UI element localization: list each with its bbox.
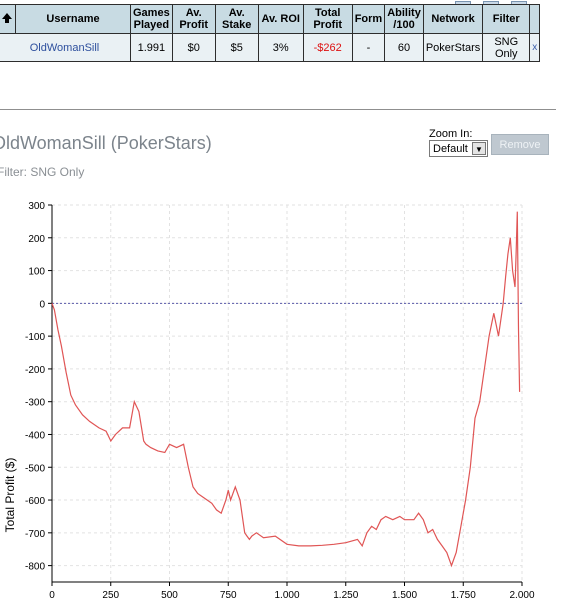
zoom-selected-value: Default [433,142,468,155]
games-played-cell: 1.991 [130,33,173,62]
x-tick-label: 250 [102,590,119,600]
username-cell: OldWomanSill [0,33,131,62]
y-tick-label: -500 [25,463,45,474]
toolbar-icons [455,0,565,4]
y-tick-label: -800 [25,562,45,573]
col-remove [529,4,541,34]
col-games-played[interactable]: Games Played [130,4,173,34]
x-tick-label: 1.000 [274,590,299,600]
filter-label: Filter: SNG Only [0,165,85,179]
network-cell: PokerStars [422,33,484,62]
zoom-select[interactable]: Default ▼ [429,140,488,157]
col-av-profit[interactable]: Av. Profit [171,4,216,34]
ability-cell: 60 [384,33,424,62]
profit-chart: 300 200 100 0 -100 -200 -300 -400 -500 -600 -700 -8… [3,201,535,600]
y-tick-label: 200 [28,234,45,245]
av-roi-cell: 3% [257,33,304,62]
zoom-label: Zoom In: [429,128,473,140]
copy-icon[interactable] [483,1,499,4]
x-tick-label: 2.000 [509,590,534,600]
col-filter[interactable]: Filter [482,4,531,34]
chevron-down-icon: ▼ [472,142,486,155]
filter-cell: SNG Only [482,33,531,62]
x-tick-label: 750 [220,590,237,600]
remove-row-cell: x [529,33,541,62]
col-ability[interactable]: Ability /100 [384,4,424,34]
col-form[interactable]: Form [351,4,386,34]
remove-row-icon[interactable]: x [532,42,538,53]
x-tick-label: 1.250 [333,590,358,600]
col-username[interactable]: Username [15,4,131,34]
y-tick-label: -100 [25,332,45,343]
form-cell: - [351,33,386,62]
table-row: OldWomanSill 1.991 $0 $5 3% -$262 - 60 P… [0,33,541,62]
refresh-icon[interactable] [511,1,527,4]
section-divider [0,109,556,110]
x-tick-label: 500 [161,590,178,600]
page-title: OldWomanSill (PokerStars) [0,133,212,153]
col-av-stake[interactable]: Av. Stake [214,4,259,34]
x-tick-label: 1.750 [451,590,476,600]
y-tick-label: 100 [28,267,45,278]
y-tick-label: 300 [28,201,45,212]
x-tick-label: 0 [49,590,55,600]
series-line-0 [51,211,521,568]
col-av-roi[interactable]: Av. ROI [257,4,304,34]
remove-button[interactable]: Remove [491,134,549,155]
player-stats-table: Username Games Played Av. Profit Av. Sta… [0,4,541,62]
y-tick-label: -600 [25,496,45,507]
y-tick-label: -400 [25,430,45,441]
av-stake-cell: $5 [214,33,259,62]
table-header-row: Username Games Played Av. Profit Av. Sta… [0,4,541,34]
col-network[interactable]: Network [422,4,484,34]
total-profit-cell: -$262 [302,33,353,62]
av-profit-cell: $0 [171,33,216,62]
y-tick-label: -700 [25,529,45,540]
col-total-profit[interactable]: Total Profit [302,4,353,34]
y-tick-label: -300 [25,398,45,409]
export-icon[interactable] [455,1,471,4]
y-tick-label: 0 [39,299,45,310]
username-link[interactable]: OldWomanSill [29,41,100,54]
sort-arrow-icon[interactable] [0,4,16,34]
y-tick-label: -200 [25,365,45,376]
x-tick-label: 1.500 [392,590,417,600]
y-axis-label: Total Profit ($) [3,458,17,533]
